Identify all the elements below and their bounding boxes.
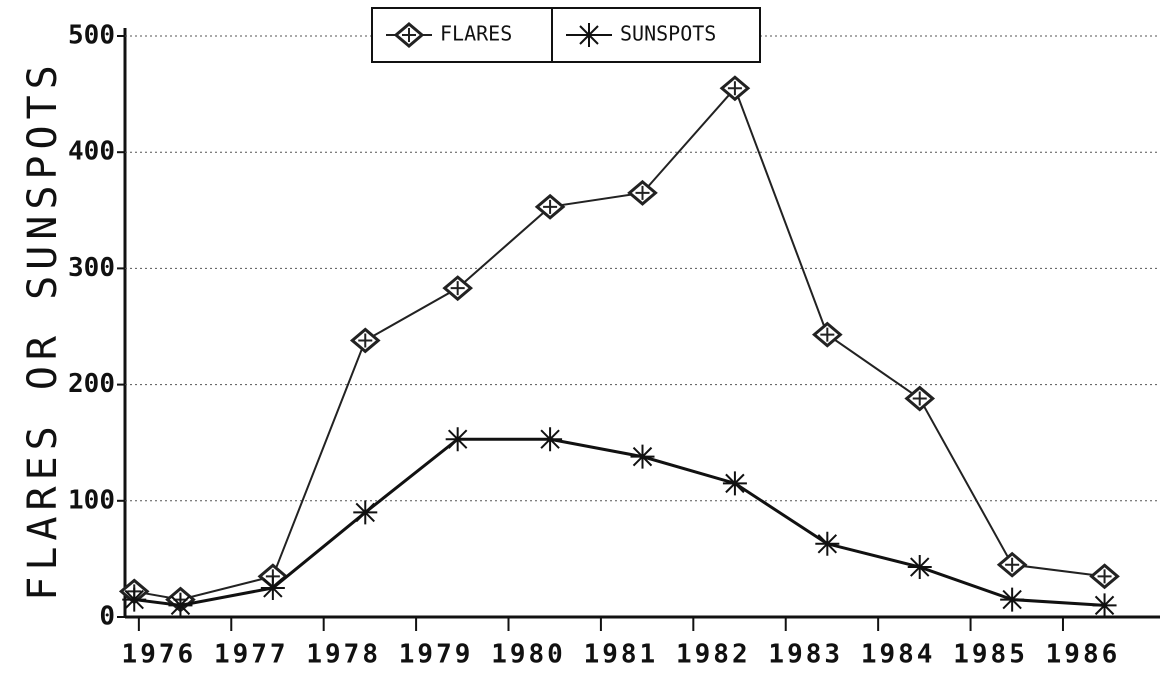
diamond-marker <box>719 75 751 102</box>
marker-shape <box>353 500 378 525</box>
series-line <box>134 86 1105 601</box>
marker-shape <box>815 531 840 556</box>
y-tick-label: 500 <box>68 21 115 51</box>
x-tick-label: 1980 <box>491 640 566 670</box>
marker-shape <box>1000 587 1025 612</box>
marker-shape <box>538 427 563 452</box>
asterisk-marker <box>577 23 601 47</box>
diamond-marker <box>393 22 425 48</box>
y-tick-label: 200 <box>68 369 115 399</box>
marker-shape <box>577 23 601 47</box>
asterisk-marker <box>630 444 655 469</box>
marker-shape <box>450 281 465 296</box>
marker-shape <box>1097 569 1112 584</box>
y-tick-label: 100 <box>68 485 115 515</box>
marker-shape <box>820 327 835 342</box>
marker-shape <box>122 587 147 612</box>
asterisk-marker <box>353 500 378 525</box>
diamond-marker <box>1089 563 1120 590</box>
diamond-marker <box>996 551 1028 578</box>
marker-shape <box>358 333 373 348</box>
asterisk-marker <box>122 587 147 612</box>
marker-shape <box>912 391 927 406</box>
x-tick-label: 1979 <box>399 640 474 670</box>
y-tick-label: 400 <box>68 137 115 167</box>
marker-shape <box>722 471 747 496</box>
marker-shape <box>543 199 558 214</box>
marker-shape <box>1005 557 1020 572</box>
x-tick-label: 1982 <box>676 640 751 670</box>
asterisk-marker <box>168 593 193 618</box>
x-tick-label: 1983 <box>768 640 843 670</box>
marker-shape <box>630 444 655 469</box>
diamond-marker <box>904 385 936 412</box>
series-line <box>134 437 1105 607</box>
marker-shape <box>727 81 742 96</box>
x-tick-label: 1978 <box>306 640 381 670</box>
marker-shape <box>1092 593 1117 618</box>
y-tick-label: 300 <box>68 253 115 283</box>
x-tick-label: 1981 <box>584 640 659 670</box>
legend-label: SUNSPOTS <box>620 22 716 46</box>
asterisk-marker <box>907 555 932 580</box>
asterisk-marker <box>1000 587 1025 612</box>
x-tick-label: 1977 <box>214 640 289 670</box>
legend: FLARES SUNSPOTS <box>371 7 761 63</box>
asterisk-marker <box>260 575 285 600</box>
marker-shape <box>402 28 416 42</box>
x-tick-label: 1984 <box>861 640 936 670</box>
asterisk-marker <box>722 471 747 496</box>
x-tick-label: 1985 <box>953 640 1028 670</box>
marker-shape <box>907 555 932 580</box>
asterisk-marker <box>1092 593 1117 618</box>
asterisk-marker <box>815 531 840 556</box>
asterisk-marker <box>445 427 470 452</box>
marker-shape <box>635 185 650 200</box>
marker-shape <box>260 575 285 600</box>
marker-shape <box>168 593 193 618</box>
legend-label: FLARES <box>440 22 512 46</box>
diamond-marker <box>534 193 566 220</box>
y-tick-label: 0 <box>99 602 115 632</box>
asterisk-marker <box>538 427 563 452</box>
x-tick-label: 1986 <box>1046 640 1121 670</box>
y-axis-label: FLARES OR SUNSPOTS <box>20 59 66 600</box>
diamond-marker <box>442 275 474 302</box>
x-tick-label: 1976 <box>122 640 197 670</box>
diamond-marker <box>627 179 658 206</box>
marker-shape <box>445 427 470 452</box>
diamond-marker <box>811 321 843 348</box>
diamond-marker <box>349 327 381 354</box>
